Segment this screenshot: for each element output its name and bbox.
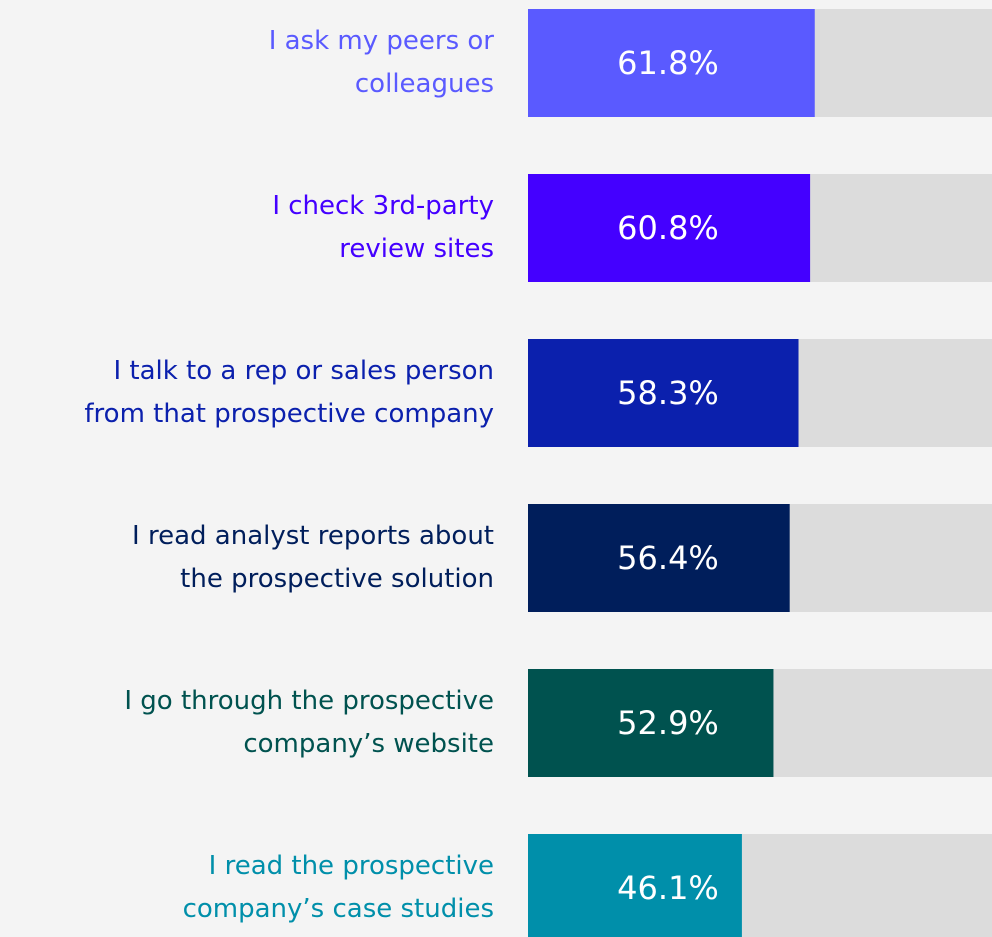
- category-label: I read the prospective: [209, 851, 494, 881]
- category-label: I check 3rd-party: [272, 191, 494, 221]
- bar: [528, 174, 811, 282]
- value-label: 56.4%: [617, 539, 719, 577]
- value-label: 58.3%: [617, 374, 719, 412]
- value-label: 46.1%: [617, 869, 719, 907]
- bar: [528, 669, 774, 777]
- bar: [528, 9, 815, 117]
- category-label: colleagues: [355, 69, 494, 99]
- category-label: from that prospective company: [84, 399, 494, 429]
- bar: [528, 834, 742, 937]
- value-label: 60.8%: [617, 209, 719, 247]
- bar: [528, 504, 790, 612]
- category-label: review sites: [339, 234, 494, 264]
- value-label: 61.8%: [617, 44, 719, 82]
- category-label: the prospective solution: [180, 564, 494, 594]
- bar: [528, 339, 799, 447]
- category-label: I talk to a rep or sales person: [113, 356, 494, 386]
- category-label: I ask my peers or: [269, 26, 495, 56]
- category-label: company’s website: [243, 729, 494, 759]
- category-label: I go through the prospective: [124, 686, 494, 716]
- value-label: 52.9%: [617, 704, 719, 742]
- category-label: I read analyst reports about: [132, 521, 494, 551]
- category-label: company’s case studies: [183, 894, 494, 924]
